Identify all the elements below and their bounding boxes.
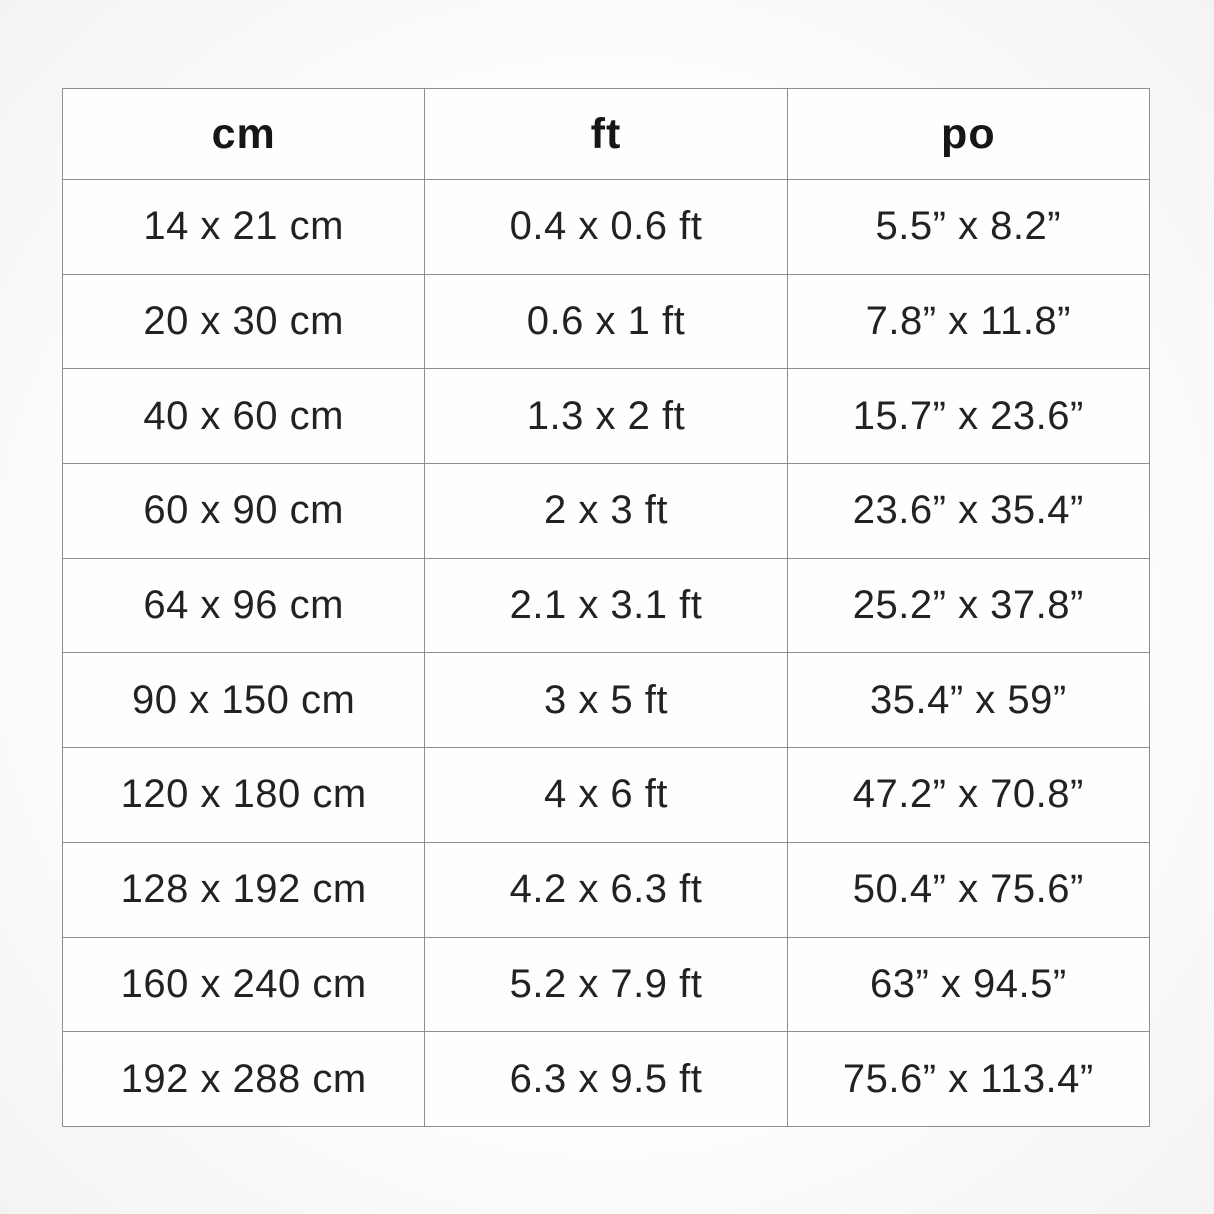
column-header-po: po [786, 88, 1151, 180]
table-cell: 0.6 x 1 ft [424, 273, 788, 370]
size-conversion-table-container: cm ft po 14 x 21 cm 0.4 x 0.6 ft 5.5” x 8.2”… [61, 88, 1151, 1127]
column-header-cm: cm [61, 88, 426, 180]
table-header: cm ft po [61, 88, 1151, 180]
table-row: 20 x 30 cm 0.6 x 1 ft 7.8” x 11.8” [61, 273, 1151, 370]
table-row: 60 x 90 cm 2 x 3 ft 23.6” x 35.4” [61, 463, 1151, 559]
table-cell: 1.3 x 2 ft [424, 368, 788, 465]
size-conversion-table: cm ft po 14 x 21 cm 0.4 x 0.6 ft 5.5” x 8.2”… [61, 88, 1151, 1127]
table-body: 14 x 21 cm 0.4 x 0.6 ft 5.5” x 8.2” 20 x 30… [61, 179, 1151, 1127]
table-row: 160 x 240 cm 5.2 x 7.9 ft 63” x 94.5” [61, 936, 1151, 1033]
table-cell: 25.2” x 37.8” [786, 557, 1151, 654]
table-cell: 2.1 x 3.1 ft [424, 557, 788, 654]
table-cell: 0.4 x 0.6 ft [424, 179, 788, 275]
table-cell: 4 x 6 ft [424, 747, 788, 843]
table-cell: 7.8” x 11.8” [786, 273, 1151, 370]
table-cell: 63” x 94.5” [786, 936, 1151, 1033]
table-row: 192 x 288 cm 6.3 x 9.5 ft 75.6” x 113.4” [61, 1031, 1151, 1127]
table-cell: 90 x 150 cm [61, 652, 426, 749]
table-cell: 20 x 30 cm [61, 273, 426, 370]
table-cell: 5.5” x 8.2” [786, 179, 1151, 275]
table-row: 14 x 21 cm 0.4 x 0.6 ft 5.5” x 8.2” [61, 179, 1151, 275]
table-cell: 60 x 90 cm [61, 463, 426, 559]
table-cell: 40 x 60 cm [61, 368, 426, 465]
table-cell: 160 x 240 cm [61, 936, 426, 1033]
table-cell: 3 x 5 ft [424, 652, 788, 749]
table-cell: 192 x 288 cm [61, 1031, 426, 1127]
table-cell: 128 x 192 cm [61, 841, 426, 938]
table-row: 64 x 96 cm 2.1 x 3.1 ft 25.2” x 37.8” [61, 557, 1151, 654]
table-cell: 75.6” x 113.4” [786, 1031, 1151, 1127]
table-cell: 6.3 x 9.5 ft [424, 1031, 788, 1127]
table-header-row: cm ft po [61, 88, 1151, 180]
table-cell: 14 x 21 cm [61, 179, 426, 275]
table-cell: 5.2 x 7.9 ft [424, 936, 788, 1033]
table-cell: 35.4” x 59” [786, 652, 1151, 749]
table-cell: 120 x 180 cm [61, 747, 426, 843]
table-cell: 64 x 96 cm [61, 557, 426, 654]
table-cell: 23.6” x 35.4” [786, 463, 1151, 559]
table-cell: 4.2 x 6.3 ft [424, 841, 788, 938]
table-row: 128 x 192 cm 4.2 x 6.3 ft 50.4” x 75.6” [61, 841, 1151, 938]
table-row: 40 x 60 cm 1.3 x 2 ft 15.7” x 23.6” [61, 368, 1151, 465]
table-cell: 50.4” x 75.6” [786, 841, 1151, 938]
table-row: 90 x 150 cm 3 x 5 ft 35.4” x 59” [61, 652, 1151, 749]
table-cell: 2 x 3 ft [424, 463, 788, 559]
column-header-ft: ft [424, 88, 788, 180]
table-row: 120 x 180 cm 4 x 6 ft 47.2” x 70.8” [61, 747, 1151, 843]
table-cell: 15.7” x 23.6” [786, 368, 1151, 465]
table-cell: 47.2” x 70.8” [786, 747, 1151, 843]
